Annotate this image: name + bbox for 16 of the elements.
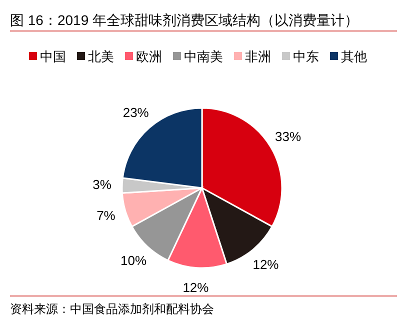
legend-label: 中东 (293, 49, 319, 64)
data-label: 7% (96, 208, 116, 223)
legend-label: 北美 (88, 49, 114, 64)
data-label: 10% (120, 252, 147, 268)
legend-label: 中南美 (184, 49, 223, 64)
legend-label: 其他 (341, 49, 367, 64)
legend-label: 非洲 (245, 49, 271, 64)
legend-label: 欧洲 (136, 49, 162, 64)
data-label: 12% (182, 280, 210, 295)
data-label: 12% (252, 257, 280, 272)
chart-title: 图 16：2019 年全球甜味剂消费区域结构（以消费量计） (10, 12, 358, 28)
legend-label: 中国 (40, 49, 66, 64)
text: 资料来源：中国食品添加剂和配料协会 (10, 302, 214, 316)
data-label: 33% (275, 129, 302, 144)
data-label: 3% (92, 176, 112, 192)
data-label: 23% (122, 104, 150, 120)
